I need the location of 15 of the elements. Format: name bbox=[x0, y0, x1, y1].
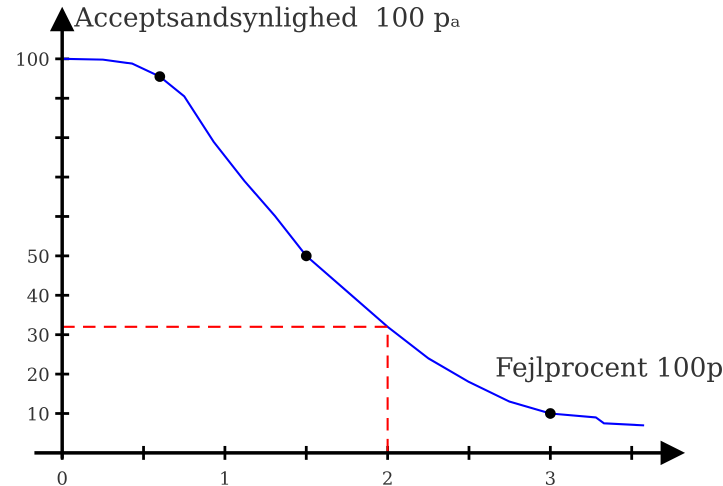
y-tick-label: 10 bbox=[28, 406, 48, 421]
y-tick-label: 30 bbox=[28, 328, 48, 342]
x-tick-label: 3 bbox=[546, 471, 555, 485]
point bbox=[300, 250, 312, 262]
point bbox=[154, 71, 166, 82]
x-tick-label: 0 bbox=[58, 471, 67, 485]
x-axis-title: Fejlprocent 100p bbox=[496, 356, 722, 382]
x-tick-label: 2 bbox=[383, 471, 392, 485]
y-tick-label: 100 bbox=[17, 52, 48, 66]
point bbox=[544, 408, 556, 419]
y-tick-label: 50 bbox=[28, 249, 48, 263]
y-tick-label: 20 bbox=[28, 368, 48, 382]
y-tick-label: 40 bbox=[27, 288, 48, 302]
x-tick-label: 1 bbox=[221, 471, 228, 485]
y-axis-title: Acceptsandsynlighed 100 pₐ bbox=[74, 6, 460, 32]
